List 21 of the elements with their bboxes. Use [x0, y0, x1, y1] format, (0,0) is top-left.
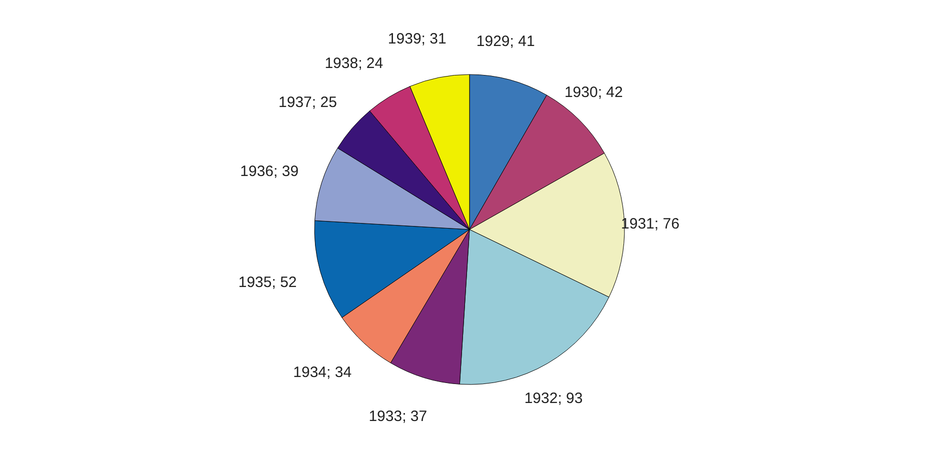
- data-label: ; 41: [510, 33, 535, 50]
- slice-label: 1938: [324, 54, 358, 72]
- data-label: ; 37: [402, 408, 428, 425]
- data-label: ; 34: [326, 364, 352, 382]
- data-label: ; 93: [558, 390, 583, 407]
- slice-label: 1933: [368, 408, 402, 425]
- data-label: ; 42: [598, 84, 623, 102]
- slice-label: 1932: [524, 390, 558, 407]
- slice-label: 1930: [564, 84, 598, 102]
- data-label: ; 31: [421, 30, 446, 48]
- slice-label: 1935: [238, 274, 272, 292]
- slice-label: 1939: [388, 30, 422, 48]
- data-label: ; 39: [274, 162, 299, 180]
- data-label: ; 52: [272, 274, 297, 292]
- slice-label: 1937: [278, 94, 312, 112]
- data-label: ; 24: [358, 54, 384, 72]
- slice-label: 1936: [240, 162, 274, 180]
- data-label: ; 25: [312, 94, 337, 112]
- slice-label: 1929: [476, 33, 510, 50]
- slice-label: 1934: [293, 364, 327, 382]
- data-label: ; 76: [654, 215, 680, 232]
